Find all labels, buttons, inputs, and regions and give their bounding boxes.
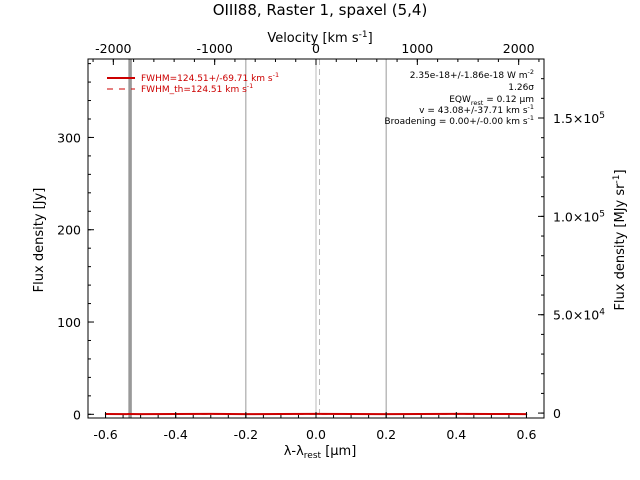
fit-annotations: 2.35e-18+/-1.86e-18 W m-2 1.26σ EQWrest … [384,68,534,127]
annotation-eqw-sub: rest [471,99,484,107]
y-tick-label: 300 [57,130,81,145]
x-tick-label: -0.2 [234,427,258,442]
right-tick-label: 1.5×105 [553,111,605,126]
right-tick-label: 0 [553,406,561,421]
data-point [209,413,212,415]
x-axis-label: λ-λrest [μm] [284,444,357,461]
y-tick-label: 100 [57,315,81,330]
right-y-axis-label-close: ] [613,169,628,174]
top-axis-label-exp: -1 [359,30,368,40]
x-tick-label: -0.4 [163,427,187,442]
x-tick-label: 0.6 [517,427,537,442]
top-tick-label: 1000 [401,41,433,56]
top-axis-label-close: ] [368,31,373,46]
annotation-flux-exp: -2 [528,68,534,76]
x-axis-label-unit: [μm] [321,444,356,459]
axes: -0.6 -0.4 -0.2 0.0 0.2 0.4 0.6-2000 -1000 0 1000 2… [57,41,605,442]
y-tick-label: 0 [73,407,81,422]
x-tick-label: 0.0 [306,427,326,442]
top-tick-label: 0 [312,41,320,56]
legend-entry-fit: FWHM=124.51+/-69.71 km s-1 [141,71,279,84]
legend-entry-fit-text: FWHM=124.51+/-69.71 km s [141,74,273,84]
annotation-velocity-text: v = 43.08+/-37.71 km s [419,106,528,116]
right-y-axis-label-exp: -1 [612,175,622,184]
annotation-velocity: v = 43.08+/-37.71 km s-1 [419,103,534,116]
right-tick-label: 5.0×104 [553,308,605,323]
annotation-sigma: 1.26σ [508,83,534,93]
annotation-flux-text: 2.35e-18+/-1.86e-18 W m [410,71,528,81]
annotation-broadening-text: Broadening = 0.00+/-0.00 km s [384,117,527,127]
top-tick-label: -1000 [197,41,233,56]
y-tick-label: 200 [57,223,81,238]
right-y-axis-label-text: Flux density [MJy sr [613,183,628,311]
data-point [280,413,282,415]
x-tick-label: 0.4 [446,427,466,442]
top-axis-label-text: Velocity [km s [267,31,359,46]
annotation-eqw-a: EQW [449,95,471,105]
annotation-eqw: EQWrest = 0.12 μm [449,95,534,107]
annotation-eqw-b: = 0.12 μm [483,95,534,105]
x-tick-label: -0.6 [93,427,117,442]
annotation-velocity-exp: -1 [528,103,534,111]
masked-band [128,59,132,418]
top-axis-label: Velocity [km s-1] [267,30,372,46]
y-axis-label: Flux density [Jy] [32,188,47,293]
legend-entry-theory: FWHM_th=124.51 km s-1 [141,82,253,95]
data-point [139,413,142,415]
right-y-axis-label: Flux density [MJy sr-1] [612,169,628,310]
x-axis-label-text: λ-λ [284,444,304,459]
x-tick-label: 0.2 [376,427,396,442]
right-tick-label: 1.0×105 [553,209,605,224]
chart-title: OIII88, Raster 1, spaxel (5,4) [213,1,428,19]
top-tick-label: 2000 [503,41,535,56]
legend: FWHM=124.51+/-69.71 km s-1 FWHM_th=124.5… [107,71,279,95]
annotation-broadening-exp: -1 [528,114,534,122]
x-axis-label-sub: rest [304,451,322,461]
annotation-flux: 2.35e-18+/-1.86e-18 W m-2 [410,68,534,81]
top-tick-label: -2000 [95,41,131,56]
legend-entry-fit-exp: -1 [273,71,279,79]
legend-entry-theory-text: FWHM_th=124.51 km s [141,85,247,95]
legend-entry-theory-exp: -1 [247,82,253,90]
annotation-broadening: Broadening = 0.00+/-0.00 km s-1 [384,114,534,127]
